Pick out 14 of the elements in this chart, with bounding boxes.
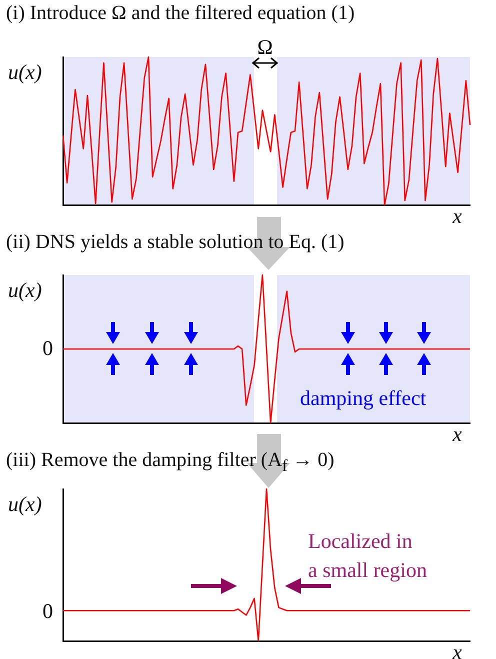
text: 0 — [42, 599, 53, 623]
y-axis-title: u(x) — [8, 60, 42, 84]
annotation: damping effect — [300, 386, 426, 410]
annotation: Localized in a small region — [308, 529, 428, 582]
chart-title: (ii) DNS yields a stable solution to Eq. (1) — [6, 231, 344, 254]
annotation: Ω — [257, 35, 273, 59]
x-axis-title: x — [452, 640, 463, 659]
y-axis-title: u(x) — [8, 278, 42, 302]
chart-title: (iii) Remove the damping filter (A$_{f}$ → 0) — [6, 449, 334, 476]
text: 0 — [42, 336, 53, 360]
x-axis-title: x — [452, 204, 463, 228]
chart-title: (i) Introduce Ω and the filtered equation (1) — [6, 2, 355, 25]
y-axis-title: u(x) — [8, 492, 42, 516]
x-axis-title: x — [452, 422, 463, 446]
